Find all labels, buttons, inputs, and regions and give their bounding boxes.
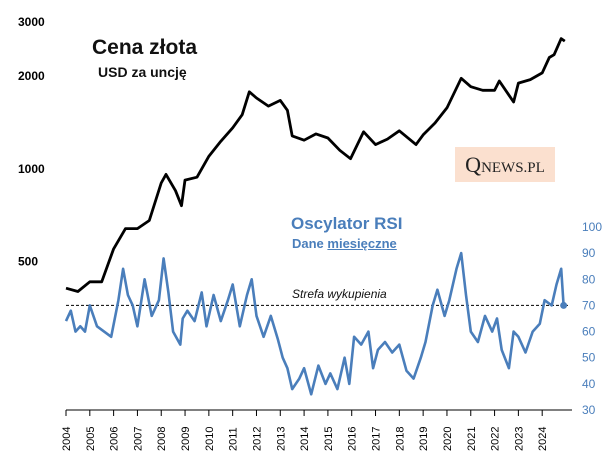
x-tick-label: 2018	[394, 427, 406, 451]
x-tick-label: 2005	[85, 427, 97, 451]
x-tick-label: 2021	[466, 427, 478, 451]
price-y-axis: 500 1000 2000 3000	[18, 15, 45, 269]
rsi-tick-label: 70	[582, 298, 596, 312]
x-tick-label: 2012	[251, 427, 263, 451]
logo-q: Q	[465, 152, 482, 177]
x-tick-label: 2019	[418, 427, 430, 451]
x-tick-label: 2017	[371, 427, 383, 451]
x-tick-label: 2022	[490, 427, 502, 451]
x-tick-label: 2016	[347, 427, 359, 451]
rsi-last-point	[560, 301, 568, 309]
rsi-y-axis: 30 40 50 60 70 80 90 100	[582, 220, 602, 417]
rsi-tick-label: 60	[582, 325, 596, 339]
x-axis: 2004 2005 2006 2007 2008 2009 2010 2011 2012 2013…	[61, 410, 549, 451]
chart-title: Cena złota	[92, 36, 198, 59]
rsi-series-line	[64, 251, 565, 396]
x-tick-label: 2010	[204, 427, 216, 451]
x-tick-label: 2014	[299, 427, 311, 451]
rsi-tick-label: 40	[582, 377, 596, 391]
rsi-tick-label: 30	[582, 403, 596, 417]
rsi-tick-label: 100	[582, 220, 602, 234]
x-tick-label: 2023	[513, 427, 525, 451]
x-tick-label: 2015	[323, 427, 335, 451]
x-tick-label: 2013	[275, 427, 287, 451]
price-tick-label: 3000	[18, 15, 45, 29]
price-tick-label: 2000	[18, 69, 45, 83]
x-tick-label: 2011	[228, 427, 240, 451]
qnews-logo: QNEWS.PL	[455, 147, 555, 182]
price-tick-label: 1000	[18, 162, 45, 176]
chart-subtitle: USD za uncję	[98, 64, 187, 80]
x-tick-label: 2020	[442, 427, 454, 451]
x-tick-label: 2004	[61, 427, 73, 451]
rsi-tick-label: 80	[582, 272, 596, 286]
logo-rest: NEWS.PL	[481, 160, 545, 176]
x-tick-label: 2024	[537, 427, 549, 451]
rsi-tick-label: 50	[582, 351, 596, 365]
x-tick-label: 2009	[180, 427, 192, 451]
x-tick-label: 2008	[156, 427, 168, 451]
overbought-zone-label: Strefa wykupienia	[292, 287, 387, 301]
rsi-subtitle: Dane miesięczne	[292, 236, 397, 251]
rsi-subtitle-underlined: miesięczne	[327, 236, 397, 251]
rsi-title: Oscylator RSI	[291, 214, 403, 233]
x-tick-label: 2006	[109, 427, 121, 451]
price-tick-label: 500	[18, 255, 38, 269]
x-tick-label: 2007	[132, 427, 144, 451]
gold-price-series-line	[65, 37, 566, 293]
rsi-tick-label: 90	[582, 246, 596, 260]
rsi-subtitle-prefix: Dane	[292, 236, 328, 251]
